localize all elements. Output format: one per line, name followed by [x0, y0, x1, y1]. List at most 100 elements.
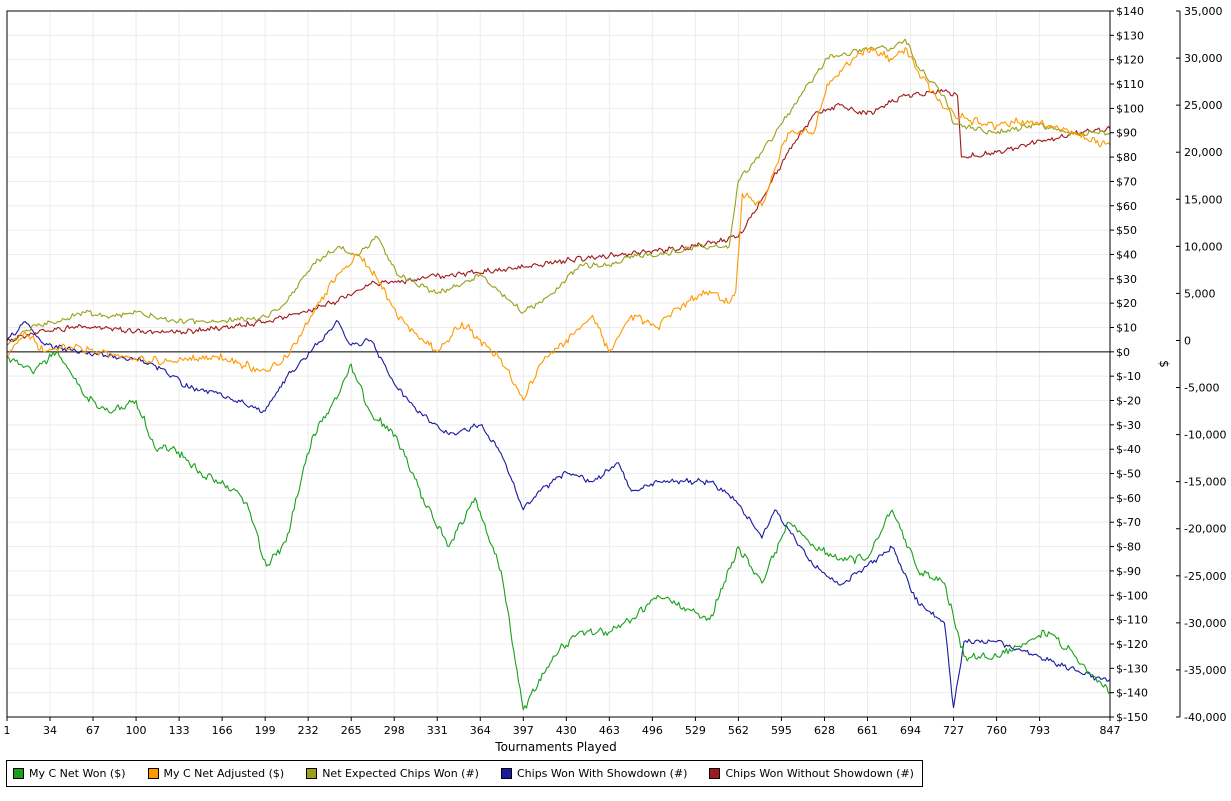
- y-chips-tick-label: -20,000: [1184, 523, 1226, 536]
- legend-label: Net Expected Chips Won (#): [322, 767, 479, 780]
- x-tick-label: 265: [341, 724, 362, 737]
- series-line-net-expected-chips-won: [6, 38, 1111, 346]
- x-tick-label: 847: [1100, 724, 1121, 737]
- y-dollar-tick-label: $20: [1116, 297, 1137, 310]
- y-chips-tick-label: 20,000: [1184, 146, 1223, 159]
- x-tick-label: 694: [900, 724, 921, 737]
- y-chips-tick-label: 5,000: [1184, 287, 1216, 300]
- legend-item: My C Net Adjusted ($): [147, 767, 285, 780]
- y-dollar-tick-label: $-130: [1116, 662, 1148, 675]
- y-dollar-tick-label: $90: [1116, 127, 1137, 140]
- y-chips-tick-label: 10,000: [1184, 240, 1223, 253]
- y-chips-tick-label: -25,000: [1184, 570, 1226, 583]
- y-axis-chips-ticks: 35,000 30,000 25,000 20,000 15,000 10,000 5,00…: [1176, 5, 1226, 724]
- y-dollar-tick-label: $100: [1116, 102, 1144, 115]
- x-tick-label: 232: [298, 724, 319, 737]
- y-dollar-tick-label: $-90: [1116, 565, 1141, 578]
- grid-lines: [6, 10, 1111, 718]
- x-tick-label: 67: [86, 724, 100, 737]
- y-dollar-tick-label: $-70: [1116, 516, 1141, 529]
- legend-label: Chips Won With Showdown (#): [516, 767, 688, 780]
- y-chips-tick-label: 0: [1184, 334, 1191, 347]
- y-chips-tick-label: -40,000: [1184, 711, 1226, 724]
- x-tick-label: 34: [43, 724, 57, 737]
- series-line-my-c-net-adjusted: [6, 46, 1111, 402]
- y-dollar-tick-label: $-10: [1116, 370, 1141, 383]
- y-chips-tick-label: -10,000: [1184, 429, 1226, 442]
- legend-item: Net Expected Chips Won (#): [306, 767, 479, 780]
- y-dollar-tick-label: $-120: [1116, 638, 1148, 651]
- y-chips-tick-label: -15,000: [1184, 476, 1226, 489]
- series-line-chips-won-without-showdown: [6, 88, 1111, 342]
- legend-item: Chips Won Without Showdown (#): [709, 767, 914, 780]
- series-group: [6, 38, 1111, 711]
- x-tick-label: 331: [427, 724, 448, 737]
- plot-border: [6, 10, 1111, 718]
- x-axis-ticks: 1 34 67 100 133 166 199 232 265 298 331 364 397 430 46…: [4, 717, 1121, 737]
- y-dollar-tick-label: $140: [1116, 5, 1144, 18]
- x-tick-label: 430: [556, 724, 577, 737]
- y-dollar-tick-label: $-80: [1116, 541, 1141, 554]
- x-tick-label: 793: [1029, 724, 1050, 737]
- legend: My C Net Won ($) My C Net Adjusted ($) Net…: [6, 760, 923, 787]
- x-tick-label: 463: [599, 724, 620, 737]
- y-dollar-tick-label: $-140: [1116, 687, 1148, 700]
- y-axis-dollar-ticks: $140 $130 $120 $110 $100 $90 $80 $70 $60 $50 $40 $3…: [1110, 5, 1148, 724]
- x-tick-label: 727: [943, 724, 964, 737]
- y-chips-tick-label: -30,000: [1184, 617, 1226, 630]
- y-dollar-tick-label: $110: [1116, 78, 1144, 91]
- x-tick-label: 100: [126, 724, 147, 737]
- x-tick-label: 166: [212, 724, 233, 737]
- series-line-chips-won-with-showdown: [6, 320, 1111, 709]
- y-chips-tick-label: 15,000: [1184, 193, 1223, 206]
- y-dollar-tick-label: $30: [1116, 273, 1137, 286]
- y-chips-tick-label: 35,000: [1184, 5, 1223, 18]
- y-dollar-tick-label: $80: [1116, 151, 1137, 164]
- y-dollar-tick-label: $40: [1116, 248, 1137, 261]
- legend-swatch: [147, 768, 159, 779]
- y-dollar-tick-label: $70: [1116, 175, 1137, 188]
- x-axis-title: Tournaments Played: [494, 740, 616, 754]
- y-chips-tick-label: -5,000: [1184, 382, 1219, 395]
- y-dollar-tick-label: $0: [1116, 346, 1130, 359]
- x-tick-label: 628: [814, 724, 835, 737]
- x-tick-label: 199: [255, 724, 276, 737]
- y-chips-tick-label: 30,000: [1184, 52, 1223, 65]
- legend-swatch: [709, 768, 721, 779]
- x-tick-label: 397: [513, 724, 534, 737]
- x-tick-label: 529: [685, 724, 706, 737]
- plot-background: [7, 11, 1110, 717]
- legend-swatch: [306, 768, 318, 779]
- y-dollar-tick-label: $50: [1116, 224, 1137, 237]
- y-dollar-tick-label: $60: [1116, 200, 1137, 213]
- legend-item: Chips Won With Showdown (#): [500, 767, 688, 780]
- y-dollar-tick-label: $-40: [1116, 443, 1141, 456]
- y-dollar-tick-label: $-50: [1116, 468, 1141, 481]
- x-tick-label: 496: [642, 724, 663, 737]
- y-dollar-tick-label: $-150: [1116, 711, 1148, 724]
- y-dollar-tick-label: $-20: [1116, 395, 1141, 408]
- x-tick-label: 595: [771, 724, 792, 737]
- y-dollar-tick-label: $-110: [1116, 614, 1148, 627]
- x-tick-label: 1: [4, 724, 11, 737]
- legend-swatch: [500, 768, 512, 779]
- y-dollar-tick-label: $10: [1116, 321, 1137, 334]
- legend-item: My C Net Won ($): [13, 767, 126, 780]
- y-chips-tick-label: 25,000: [1184, 99, 1223, 112]
- legend-label: Chips Won Without Showdown (#): [725, 767, 914, 780]
- y-chips-tick-label: -35,000: [1184, 664, 1226, 677]
- x-tick-label: 760: [986, 724, 1007, 737]
- x-tick-label: 364: [470, 724, 491, 737]
- y-dollar-tick-label: $-100: [1116, 589, 1148, 602]
- legend-swatch: [13, 768, 24, 779]
- y-dollar-tick-label: $120: [1116, 54, 1144, 67]
- legend-label: My C Net Adjusted ($): [163, 767, 285, 780]
- legend-label: My C Net Won ($): [29, 767, 126, 780]
- y-dollar-tick-label: $130: [1116, 29, 1144, 42]
- y-dollar-tick-label: $-60: [1116, 492, 1141, 505]
- x-tick-label: 298: [384, 724, 405, 737]
- y-axis-title: $: [1157, 360, 1171, 368]
- x-tick-label: 562: [728, 724, 749, 737]
- x-tick-label: 133: [169, 724, 190, 737]
